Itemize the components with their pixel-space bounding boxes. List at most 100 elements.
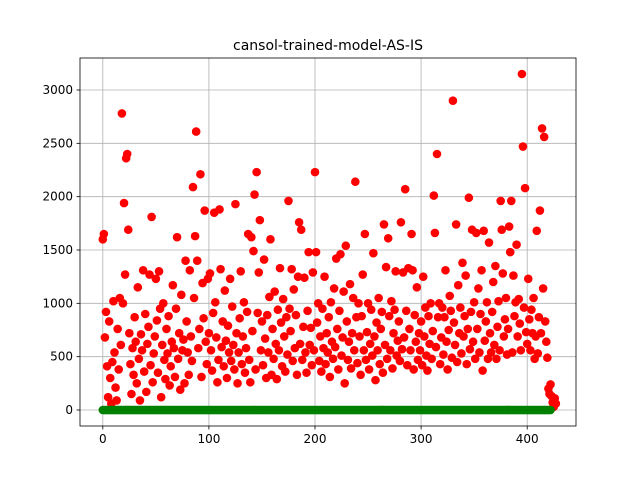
point xyxy=(503,324,513,334)
point xyxy=(527,305,536,315)
point xyxy=(476,309,485,319)
point xyxy=(430,228,440,238)
point xyxy=(254,268,264,277)
point xyxy=(149,349,159,358)
point xyxy=(384,311,394,321)
point xyxy=(311,247,321,257)
point xyxy=(433,312,443,322)
point xyxy=(383,233,393,243)
point xyxy=(426,299,435,308)
point xyxy=(269,354,278,364)
point xyxy=(386,345,395,355)
point xyxy=(323,348,333,357)
point xyxy=(199,313,208,323)
point xyxy=(136,329,146,339)
point xyxy=(425,339,434,349)
point xyxy=(512,240,521,249)
point xyxy=(435,359,445,369)
point xyxy=(471,228,481,238)
point xyxy=(200,206,209,215)
point xyxy=(450,340,460,350)
point xyxy=(452,357,462,367)
point xyxy=(252,167,261,177)
point xyxy=(270,287,279,296)
point xyxy=(329,284,339,293)
point xyxy=(100,333,110,342)
point xyxy=(332,324,342,334)
point xyxy=(105,373,115,383)
point xyxy=(390,305,399,315)
point xyxy=(391,267,400,276)
point xyxy=(160,355,169,365)
point xyxy=(346,364,356,373)
point xyxy=(174,328,184,338)
point xyxy=(255,215,265,225)
point xyxy=(408,265,417,275)
point xyxy=(146,360,155,370)
point xyxy=(375,359,385,369)
point xyxy=(343,355,353,365)
point xyxy=(415,345,425,355)
point xyxy=(504,222,514,231)
point xyxy=(205,269,215,278)
point xyxy=(190,231,200,241)
point xyxy=(285,304,294,313)
point xyxy=(272,374,282,384)
chart-title: cansol-trained-model-AS-IS xyxy=(233,38,423,54)
point xyxy=(551,399,561,408)
point xyxy=(248,326,257,336)
point xyxy=(140,309,150,319)
point xyxy=(158,299,168,308)
point xyxy=(217,342,226,352)
point xyxy=(233,379,242,388)
point xyxy=(219,361,229,371)
x-tick-label: 300 xyxy=(410,432,433,446)
point xyxy=(339,287,348,296)
point xyxy=(458,258,467,268)
point xyxy=(456,303,465,312)
point xyxy=(195,324,204,334)
point xyxy=(534,312,544,322)
point xyxy=(378,368,388,377)
point xyxy=(304,247,313,257)
point xyxy=(537,124,547,133)
point xyxy=(118,299,128,308)
point xyxy=(207,366,217,375)
point xyxy=(336,249,345,259)
point xyxy=(492,354,501,364)
point xyxy=(396,217,406,227)
point xyxy=(498,269,508,278)
point xyxy=(482,297,492,307)
point xyxy=(478,366,487,375)
point xyxy=(473,324,482,334)
point xyxy=(496,196,505,206)
point xyxy=(466,307,476,317)
point xyxy=(278,294,288,304)
point xyxy=(276,318,286,327)
point xyxy=(280,367,290,376)
y-tick-label: 1000 xyxy=(42,296,73,310)
point xyxy=(172,232,182,242)
point xyxy=(461,271,470,280)
point xyxy=(432,149,442,159)
point xyxy=(522,339,532,349)
point xyxy=(488,277,498,287)
point xyxy=(380,340,390,350)
point xyxy=(307,360,317,370)
point xyxy=(204,328,214,338)
point xyxy=(501,293,511,303)
point xyxy=(546,380,555,389)
point xyxy=(148,377,157,387)
point xyxy=(485,328,495,338)
point xyxy=(535,206,545,215)
point xyxy=(541,337,551,347)
point xyxy=(438,303,447,312)
point xyxy=(130,312,139,322)
point xyxy=(239,297,249,307)
point xyxy=(161,374,170,384)
point xyxy=(457,349,466,358)
point xyxy=(334,365,343,374)
point xyxy=(299,322,308,332)
point xyxy=(444,325,453,335)
point xyxy=(423,366,432,375)
